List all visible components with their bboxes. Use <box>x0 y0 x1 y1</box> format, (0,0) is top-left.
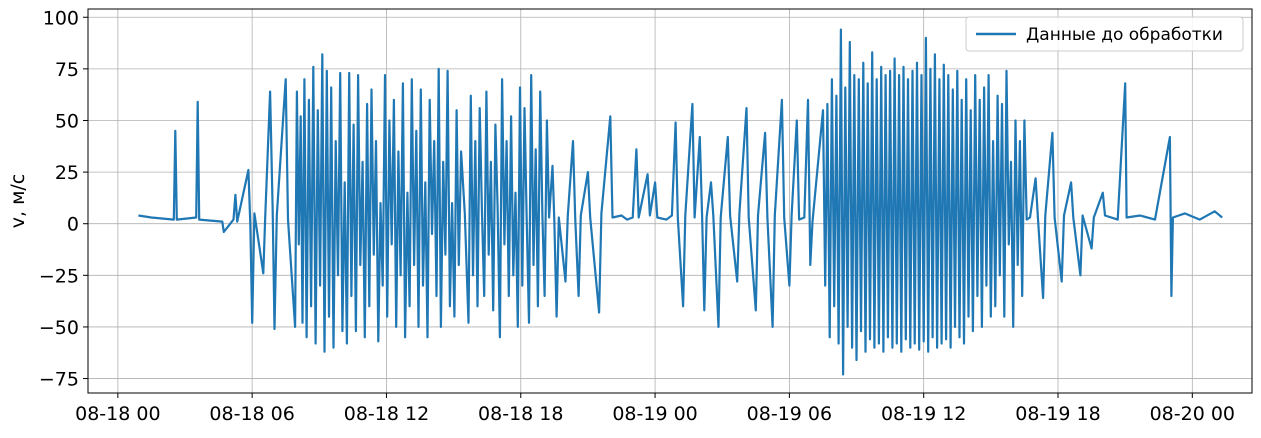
y-tick-label: 25 <box>55 162 79 184</box>
series-layer <box>138 28 1223 376</box>
y-axis-label: v, м/с <box>7 174 29 229</box>
x-tick-label: 08-18 12 <box>344 403 429 425</box>
legend-box <box>965 16 1244 52</box>
y-tick-label: −75 <box>39 369 79 391</box>
x-tick-label: 08-19 06 <box>747 403 832 425</box>
legend: Данные до обработки <box>965 16 1244 52</box>
x-tick-label: 08-19 00 <box>612 403 697 425</box>
x-tick-label: 08-19 18 <box>1015 403 1100 425</box>
x-tick-label: 08-19 12 <box>881 403 966 425</box>
y-tick-label: 50 <box>55 110 79 132</box>
y-tick-label: −25 <box>39 265 79 287</box>
series-line <box>138 28 1223 376</box>
y-tick-label: 0 <box>67 214 79 236</box>
x-tick-label: 08-18 06 <box>209 403 294 425</box>
y-tick-label: 100 <box>43 7 79 29</box>
x-tick-label: 08-20 00 <box>1150 403 1235 425</box>
x-tick-label: 08-18 18 <box>478 403 563 425</box>
plot-frame <box>87 8 1253 394</box>
grid <box>88 9 1252 393</box>
tick-layer: 100 75 50 25 0 −25 −50 −75 08-18 00 08-18 06 08-18… <box>39 7 1235 425</box>
x-tick-label: 08-18 00 <box>75 403 160 425</box>
legend-label: Данные до обработки <box>1026 25 1223 45</box>
y-tick-label: −50 <box>39 317 79 339</box>
y-tick-label: 75 <box>55 59 79 81</box>
